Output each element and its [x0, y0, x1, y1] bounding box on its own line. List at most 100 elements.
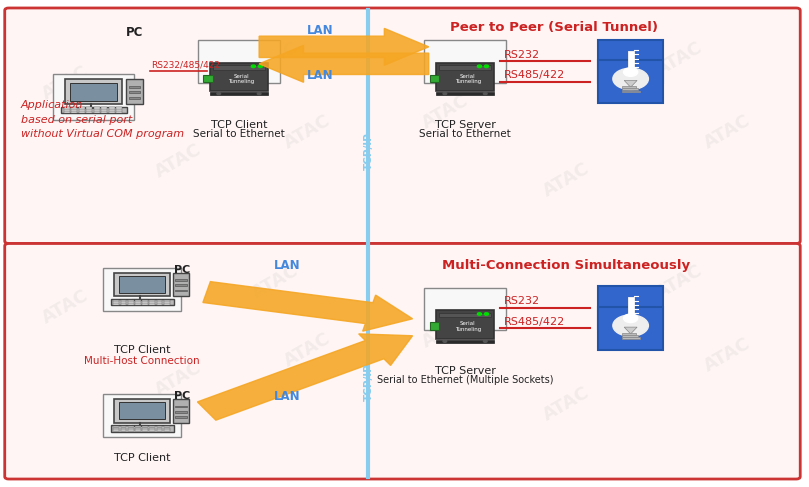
Circle shape — [484, 340, 487, 342]
Bar — [198, 40, 280, 83]
Bar — [121, 430, 126, 431]
Bar — [164, 300, 170, 301]
Bar — [621, 337, 640, 339]
Text: Peer to Peer (Serial Tunnel): Peer to Peer (Serial Tunnel) — [450, 21, 658, 34]
Text: Multi-Host Connection: Multi-Host Connection — [84, 356, 200, 366]
Bar — [113, 428, 119, 429]
Bar — [109, 109, 115, 111]
Bar — [157, 426, 163, 427]
Bar — [599, 286, 663, 329]
Bar — [176, 290, 187, 292]
Bar — [71, 107, 77, 109]
Bar — [104, 394, 181, 437]
Text: TCP/IP: TCP/IP — [364, 363, 374, 401]
Bar — [628, 297, 633, 318]
Text: ATAC: ATAC — [39, 63, 91, 104]
Text: Serial to Ethernet (Multiple Sockets): Serial to Ethernet (Multiple Sockets) — [377, 375, 553, 385]
Bar — [164, 303, 170, 305]
Bar — [150, 430, 155, 431]
Text: ATAC: ATAC — [701, 335, 754, 375]
Circle shape — [252, 65, 256, 68]
Bar — [436, 93, 494, 95]
Bar — [425, 288, 506, 330]
Bar — [101, 109, 108, 111]
Text: RS232: RS232 — [504, 296, 540, 306]
Circle shape — [258, 65, 262, 68]
Text: Application: Application — [21, 100, 83, 110]
Bar — [157, 303, 163, 305]
Text: ATAC: ATAC — [653, 38, 705, 79]
Bar — [142, 303, 148, 305]
Bar — [61, 107, 127, 113]
Bar — [164, 430, 170, 431]
Text: Serial to Ethernet: Serial to Ethernet — [193, 129, 285, 139]
Bar — [121, 303, 126, 305]
Text: ATAC: ATAC — [540, 383, 592, 424]
Bar — [150, 300, 155, 301]
Bar — [176, 411, 187, 412]
Bar — [628, 51, 633, 72]
FancyBboxPatch shape — [5, 244, 800, 479]
Text: ATAC: ATAC — [282, 112, 334, 152]
Circle shape — [613, 68, 648, 90]
Bar — [430, 75, 439, 82]
Bar — [135, 301, 141, 303]
Bar — [210, 93, 268, 95]
Bar — [436, 310, 494, 338]
Bar — [621, 86, 636, 88]
Bar — [142, 430, 148, 431]
Circle shape — [485, 313, 489, 315]
Bar — [176, 284, 187, 286]
Circle shape — [485, 65, 489, 68]
Bar — [135, 430, 141, 431]
Bar — [142, 300, 148, 301]
Bar — [599, 40, 663, 83]
Bar — [113, 303, 119, 305]
Bar — [439, 313, 491, 318]
Bar — [113, 300, 119, 301]
Text: RS232/485/422: RS232/485/422 — [151, 61, 220, 70]
Text: without Virtual COM program: without Virtual COM program — [21, 129, 184, 139]
Text: TCP Client: TCP Client — [114, 453, 170, 463]
Text: ATAC: ATAC — [39, 286, 91, 327]
Bar — [439, 65, 491, 70]
Polygon shape — [197, 334, 413, 420]
Bar — [621, 88, 637, 90]
Bar — [157, 300, 163, 301]
Bar — [94, 111, 100, 112]
Text: RS232: RS232 — [504, 50, 540, 60]
Circle shape — [613, 315, 648, 336]
Polygon shape — [203, 281, 413, 331]
Text: Multi-Connection Simultaneously: Multi-Connection Simultaneously — [442, 259, 690, 272]
Bar — [142, 426, 148, 427]
Bar — [64, 111, 70, 112]
Bar — [78, 109, 85, 111]
Bar — [120, 276, 164, 293]
Circle shape — [257, 93, 261, 94]
Bar — [87, 107, 92, 109]
Bar — [150, 303, 155, 305]
Bar — [157, 428, 163, 429]
Bar — [115, 399, 170, 423]
Bar — [128, 301, 133, 303]
Bar — [150, 426, 155, 427]
Bar — [599, 60, 663, 103]
Circle shape — [484, 93, 487, 94]
Circle shape — [443, 340, 447, 342]
Bar — [64, 107, 70, 109]
Bar — [621, 91, 640, 93]
Text: Serial
Tunneling: Serial Tunneling — [455, 74, 481, 84]
Text: LAN: LAN — [307, 24, 334, 37]
Bar — [109, 111, 115, 112]
Bar — [164, 426, 170, 427]
Bar — [71, 109, 77, 111]
Bar — [87, 111, 92, 112]
Text: Serial to Ethernet: Serial to Ethernet — [419, 129, 511, 139]
Bar — [203, 75, 213, 82]
Bar — [150, 301, 155, 303]
Bar — [135, 303, 141, 305]
Bar — [64, 109, 70, 111]
Bar — [621, 335, 637, 337]
Bar — [164, 428, 170, 429]
Text: ATAC: ATAC — [152, 359, 205, 400]
